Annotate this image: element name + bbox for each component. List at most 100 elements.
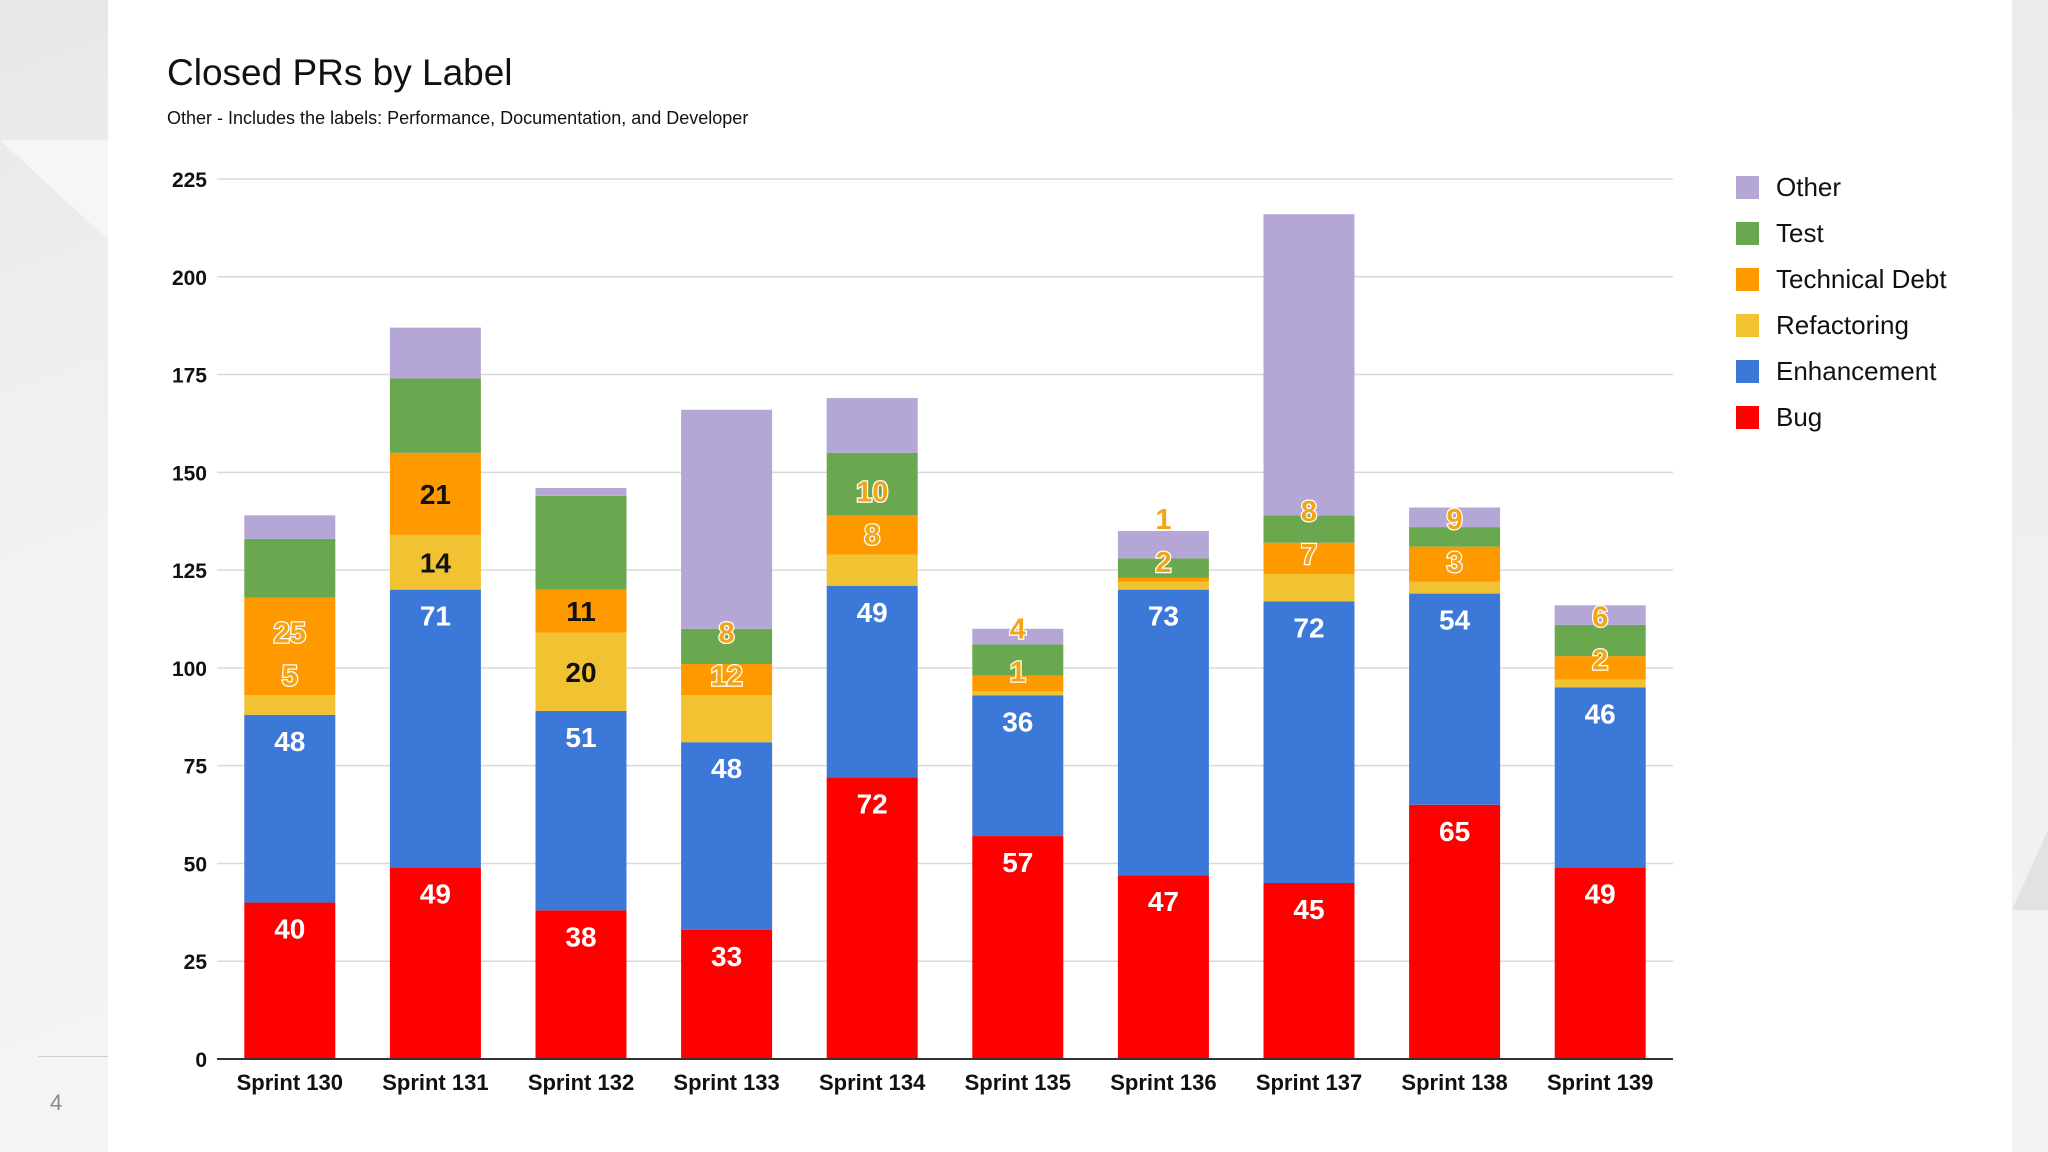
data-label: 20 (565, 657, 596, 688)
data-label: 65 (1439, 816, 1470, 847)
legend-label: Technical Debt (1776, 263, 1947, 294)
data-label: 49 (857, 597, 888, 628)
legend-item-other: Other (1736, 164, 1947, 210)
data-label: 1 (1155, 504, 1171, 536)
data-label: 2 (1592, 645, 1608, 677)
data-label: 46 (1585, 698, 1616, 729)
bar-test (1554, 624, 1646, 657)
data-label: 57 (1002, 847, 1033, 878)
data-label: 72 (857, 788, 888, 819)
data-label: 11 (566, 596, 596, 627)
x-tick-label: Sprint 132 (528, 1070, 634, 1095)
data-label: 4 (1010, 613, 1026, 645)
bar-enhancement (389, 589, 481, 868)
bar-test (972, 644, 1064, 676)
slide-decoration-right (2012, 830, 2048, 910)
data-label: 3 (1447, 547, 1463, 579)
bar-technical-debt (826, 515, 918, 555)
x-tick-label: Sprint 133 (673, 1070, 779, 1095)
data-label: 47 (1148, 886, 1179, 917)
legend-item-test: Test (1736, 210, 1947, 256)
bar-bug (244, 902, 336, 1059)
data-label: 21 (420, 479, 451, 510)
bar-test (1117, 558, 1209, 578)
bar-bug (389, 867, 481, 1059)
x-tick-label: Sprint 138 (1401, 1070, 1507, 1095)
bar-bug (972, 836, 1064, 1059)
bar-bug (1263, 883, 1355, 1059)
bar-test (826, 452, 918, 516)
x-tick-label: Sprint 137 (1256, 1070, 1362, 1095)
legend-label: Other (1776, 171, 1842, 202)
legend-item-refactoring: Refactoring (1736, 302, 1947, 348)
bar-technical-debt (389, 452, 481, 535)
bar-refactoring (826, 554, 918, 586)
data-label: 49 (420, 878, 451, 909)
bar-refactoring (1263, 574, 1355, 602)
data-label: 40 (274, 914, 305, 945)
bar-test (389, 378, 481, 453)
bar-enhancement (535, 710, 627, 911)
legend-item-technical-debt: Technical Debt (1736, 256, 1947, 302)
bar-other (972, 628, 1064, 645)
legend-label: Enhancement (1776, 355, 1937, 386)
bar-test (1409, 527, 1501, 547)
x-tick-label: Sprint 131 (382, 1070, 488, 1095)
y-tick-label: 100 (172, 658, 207, 681)
bar-enhancement (681, 742, 773, 930)
data-label: 2 (1155, 547, 1171, 579)
bar-other (1263, 214, 1355, 516)
data-label: 6 (1592, 602, 1608, 634)
bar-refactoring (1554, 679, 1646, 688)
bar-other (1409, 507, 1501, 528)
bar-bug (1554, 867, 1646, 1059)
legend-item-enhancement: Enhancement (1736, 348, 1947, 394)
data-label: 10 (856, 476, 888, 508)
data-label: 8 (864, 519, 880, 551)
bar-enhancement (1117, 589, 1209, 876)
data-label: 5 (282, 660, 298, 692)
bar-other (535, 487, 627, 496)
legend-label: Bug (1776, 401, 1823, 432)
bar-bug (681, 929, 773, 1059)
bar-other (826, 398, 918, 453)
legend-swatch (1736, 221, 1759, 245)
data-label: 48 (274, 726, 305, 757)
bar-refactoring (389, 534, 481, 590)
data-label: 72 (1293, 612, 1324, 643)
data-label: 25 (274, 617, 306, 649)
bar-refactoring (1117, 581, 1209, 590)
y-tick-label: 25 (184, 951, 208, 974)
data-label: 54 (1439, 605, 1471, 636)
bar-technical-debt (681, 663, 773, 696)
data-label: 51 (565, 722, 596, 753)
bar-technical-debt (1409, 546, 1501, 582)
legend-swatch (1736, 405, 1759, 429)
slide-background-right (2012, 0, 2048, 1152)
bar-enhancement (1263, 601, 1355, 883)
bar-enhancement (244, 714, 336, 903)
x-tick-label: Sprint 136 (1110, 1070, 1216, 1095)
data-label: 45 (1293, 894, 1324, 925)
chart-title: Closed PRs by Label (167, 52, 513, 93)
legend-label: Test (1776, 217, 1824, 248)
legend-swatch (1736, 313, 1759, 337)
bar-technical-debt (535, 589, 627, 633)
legend-item-bug: Bug (1736, 394, 1947, 440)
legend-swatch (1736, 175, 1759, 199)
data-label: 49 (1585, 878, 1616, 909)
bar-other (1117, 531, 1209, 559)
data-label: 71 (420, 601, 451, 632)
data-label: 8 (1301, 496, 1317, 528)
data-label: 73 (1148, 601, 1179, 632)
x-tick-label: Sprint 134 (819, 1070, 926, 1095)
bar-enhancement (826, 585, 918, 778)
data-label: 38 (565, 921, 596, 952)
bar-refactoring (244, 695, 336, 715)
legend-swatch (1736, 267, 1759, 291)
y-tick-label: 150 (172, 462, 207, 485)
data-label: 12 (710, 660, 742, 692)
legend-label: Refactoring (1776, 309, 1909, 340)
y-tick-label: 175 (172, 365, 207, 388)
